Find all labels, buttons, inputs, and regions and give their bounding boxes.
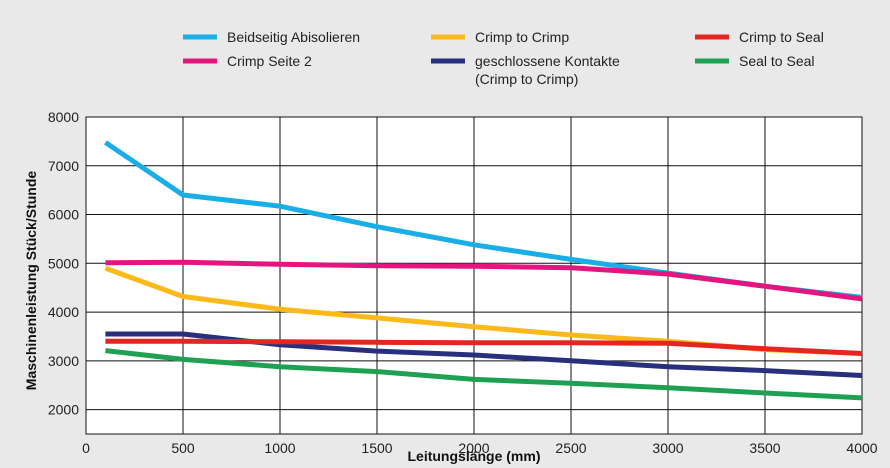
y-tick-labels: 2000 3000 4000 5000 6000 7000 8000 [48, 109, 79, 418]
series-line-3 [105, 331, 863, 378]
legend-label: geschlossene Kontakte [475, 53, 620, 69]
y-tick-label: 4000 [48, 304, 79, 320]
y-tick-label: 5000 [48, 255, 79, 271]
series-lines [103, 140, 863, 401]
y-tick-label: 6000 [48, 207, 79, 223]
x-tick-label: 0 [82, 440, 90, 456]
x-tick-label: 1500 [361, 440, 392, 456]
y-tick-label: 7000 [48, 158, 79, 174]
legend-label: (Crimp to Crimp) [475, 71, 578, 87]
legend: Beidseitig Abisolieren Crimp Seite 2 Crimp… [183, 29, 824, 87]
x-tick-label: 2000 [458, 440, 489, 456]
y-tick-label: 3000 [48, 353, 79, 369]
legend-label: Crimp to Seal [739, 29, 824, 45]
x-tick-label: 3500 [749, 440, 780, 456]
series-line-1 [105, 259, 863, 302]
series-line-5 [105, 348, 863, 401]
x-tick-label: 2500 [555, 440, 586, 456]
legend-label: Beidseitig Abisolieren [227, 29, 360, 45]
legend-label: Crimp to Crimp [475, 29, 569, 45]
x-tick-label: 1000 [264, 440, 295, 456]
x-tick-label: 500 [171, 440, 195, 456]
x-tick-labels: 0 500 1000 1500 2000 2500 3000 3500 4000 [82, 440, 878, 456]
x-tick-label: 3000 [652, 440, 683, 456]
y-tick-label: 2000 [48, 402, 79, 418]
y-axis-label: Maschinenleistung Stück/Stunde [23, 171, 39, 391]
y-tick-label: 8000 [48, 109, 79, 125]
x-tick-label: 4000 [846, 440, 877, 456]
x-axis-label: Leitungslänge (mm) [407, 448, 540, 464]
plot-frame [85, 116, 863, 435]
legend-label: Crimp Seite 2 [227, 53, 312, 69]
series-line-4 [105, 338, 863, 356]
legend-label: Seal to Seal [739, 53, 815, 69]
